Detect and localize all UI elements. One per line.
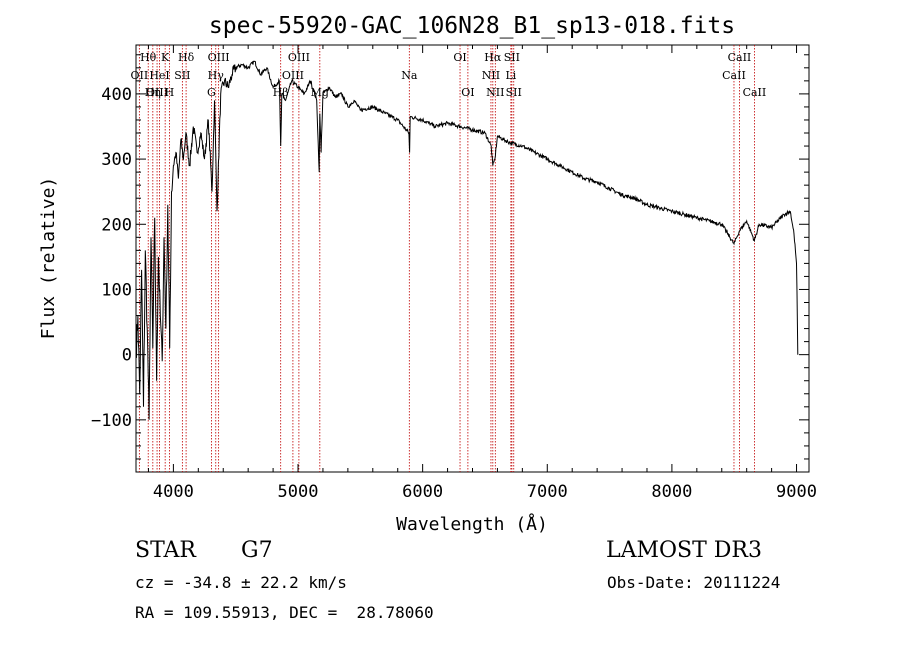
y-tick-label: −100 (91, 411, 132, 431)
spectral-line-label: OIII (208, 51, 230, 64)
y-tick-label: 0 (122, 346, 132, 366)
spectral-line-label: SII (504, 51, 520, 64)
y-tick-label: 200 (101, 215, 132, 235)
spectral-line-label: SII (174, 69, 190, 82)
spectral-line-label: Hγ (208, 69, 225, 82)
y-tick-label: 300 (101, 150, 132, 170)
spectral-line-label: CaII (743, 86, 767, 99)
x-tick-label: 7000 (527, 482, 568, 502)
spectral-line-label: OI (453, 51, 466, 64)
spectral-line-label: Li (505, 69, 516, 82)
spectral-line-label: NII (486, 86, 504, 99)
x-tick-label: 4000 (153, 482, 194, 502)
spectral-subclass: G7 (241, 538, 273, 563)
object-class: STAR (135, 538, 196, 563)
y-axis-label: Flux (relative) (38, 177, 59, 340)
x-tick-label: 5000 (278, 482, 319, 502)
spectral-line-label: OIII (288, 51, 310, 64)
spectral-line-label: Hη (145, 86, 161, 99)
y-tick-label: 400 (101, 85, 132, 105)
survey-name: LAMOST DR3 (606, 538, 762, 563)
obs-date: Obs-Date: 20111224 (607, 573, 781, 592)
y-tick-label: 100 (101, 280, 132, 300)
spectral-line-label: Na (401, 69, 418, 82)
spectral-line-label: OIII (146, 86, 168, 99)
spectral-line-label: Mg (311, 86, 329, 99)
spectral-line-label: OII (131, 69, 149, 82)
spectral-line-label: OI (461, 86, 474, 99)
spectral-line-label: G (207, 86, 216, 99)
spectral-line-label: CaII (728, 51, 752, 64)
chart-title: spec-55920-GAC_106N28_B1_sp13-018.fits (209, 13, 735, 39)
spectral-line-label: K (161, 51, 170, 64)
redshift-text: cz = -34.8 ± 22.2 km/s (135, 573, 347, 592)
x-tick-label: 8000 (651, 482, 692, 502)
spectral-line-label: CaII (722, 69, 746, 82)
flux-series-line (135, 60, 799, 420)
x-tick-label: 6000 (402, 482, 443, 502)
x-tick-label: 9000 (776, 482, 817, 502)
spectral-line-label: NII (482, 69, 500, 82)
spectral-line-label: Hθ (140, 51, 157, 64)
spectral-line-label: SII (506, 86, 522, 99)
coordinates: RA = 109.55913, DEC = 28.78060 (135, 603, 434, 622)
plot-frame (135, 44, 810, 473)
spectral-line-label: Hα (484, 51, 502, 64)
x-axis-label: Wavelength (Å) (396, 513, 548, 535)
spectral-line-label: HeI (149, 69, 169, 82)
spectral-line-label: OIII (282, 69, 304, 82)
spectral-line-label: Hβ (273, 86, 289, 99)
spectral-line-label: Hδ (178, 51, 195, 64)
spectral-line-label: H (165, 86, 175, 99)
